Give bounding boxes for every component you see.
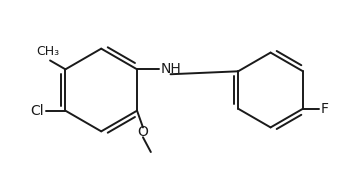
Text: NH: NH	[161, 62, 181, 76]
Text: F: F	[321, 102, 329, 116]
Text: CH₃: CH₃	[37, 46, 60, 58]
Text: O: O	[138, 125, 148, 139]
Text: Cl: Cl	[30, 104, 44, 118]
